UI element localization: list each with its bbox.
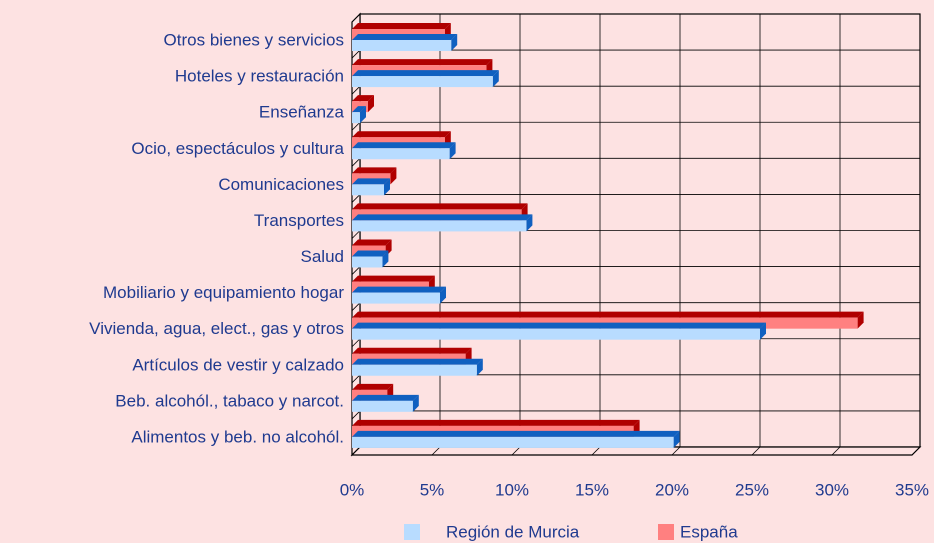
bar-top-face: [352, 95, 374, 102]
bar-top-face: [352, 430, 680, 437]
bar-top-face: [352, 383, 394, 390]
grid-line-h: [351, 266, 361, 275]
bar-side-face: [412, 394, 419, 412]
bar-side-face: [760, 322, 766, 340]
x-tick-label: 20%: [655, 480, 689, 499]
bar-top-face: [352, 142, 456, 149]
bar-top-face: [352, 286, 446, 293]
tick-mark: [831, 446, 841, 456]
tick-mark: [591, 446, 601, 456]
y-tick-label: Ocio, espectáculos y cultura: [131, 139, 344, 158]
bar: [352, 148, 450, 160]
bar-side-face: [673, 430, 680, 448]
grid-line-h: [351, 374, 361, 384]
bar-top-face: [352, 394, 419, 401]
grid-line-h: [351, 121, 361, 131]
grid-line-h: [351, 230, 361, 239]
y-tick-label: Mobiliario y equipamiento hogar: [103, 283, 344, 302]
grid-line-h: [351, 49, 361, 59]
bar-top-face: [352, 203, 528, 210]
legend-label: España: [680, 522, 738, 541]
bar-side-face: [368, 95, 374, 113]
tick-mark: [351, 446, 361, 456]
bar-side-face: [384, 178, 390, 196]
bar-top-face: [352, 214, 533, 221]
tick-mark: [751, 446, 761, 456]
bar: [352, 400, 413, 412]
bar-side-face: [390, 167, 397, 185]
x-tick-label: 0%: [340, 480, 365, 499]
bar-side-face: [360, 106, 366, 124]
bar: [352, 364, 477, 376]
grid-line-h: [351, 158, 361, 167]
tick-mark: [431, 446, 441, 456]
bar-top-face: [352, 239, 392, 246]
bar-top-face: [352, 59, 493, 66]
y-tick-label: Comunicaciones: [218, 175, 344, 194]
x-tick-label: 5%: [420, 480, 445, 499]
x-tick-label: 35%: [895, 480, 929, 499]
x-tick-label: 10%: [495, 480, 529, 499]
bar-top-face: [352, 322, 766, 329]
y-tick-label: Salud: [301, 247, 344, 266]
bar-top-face: [352, 131, 451, 138]
bar: [352, 112, 360, 124]
grid-line-h: [351, 410, 361, 420]
y-tick-label: Artículos de vestir y calzado: [132, 355, 344, 374]
bar-side-face: [440, 286, 446, 304]
y-tick-label: Vivienda, agua, elect., gas y otros: [89, 319, 344, 338]
bar: [352, 76, 493, 88]
legend-label: Región de Murcia: [446, 522, 580, 541]
y-tick-label: Beb. alcohól., tabaco y narcot.: [115, 391, 344, 410]
bar: [352, 328, 760, 340]
tick-mark: [911, 446, 921, 456]
bar: [352, 40, 452, 51]
bar-top-face: [352, 275, 435, 282]
bar-side-face: [857, 311, 864, 329]
x-tick-label: 30%: [815, 480, 849, 499]
bar-side-face: [526, 214, 533, 232]
tick-mark: [671, 446, 681, 456]
bar-side-face: [476, 358, 483, 376]
legend-swatch: [658, 524, 674, 540]
grid-line-h: [351, 85, 361, 95]
bar-top-face: [352, 178, 390, 185]
bar-top-face: [352, 34, 458, 40]
y-tick-label: Otros bienes y servicios: [164, 31, 344, 50]
bar: [352, 256, 383, 268]
y-tick-label: Hoteles y restauración: [175, 67, 344, 86]
bar-top-face: [352, 23, 451, 29]
bar-top-face: [352, 70, 499, 77]
bar-side-face: [449, 142, 456, 160]
bar-top-face: [352, 167, 397, 174]
y-tick-label: Transportes: [254, 211, 344, 230]
y-tick-label: Enseñanza: [259, 103, 345, 122]
bar-top-face: [352, 311, 864, 318]
bar: [352, 292, 440, 304]
bar-top-face: [352, 250, 389, 257]
y-tick-label: Alimentos y beb. no alcohól.: [131, 427, 344, 446]
bar-side-face: [382, 250, 389, 268]
bar: [352, 436, 674, 448]
x-tick-label: 25%: [735, 480, 769, 499]
bar: [352, 220, 527, 232]
grid-line-h: [351, 338, 361, 348]
bar-side-face: [451, 34, 458, 51]
legend-swatch: [404, 524, 420, 540]
bar: [352, 184, 384, 196]
grid-line-h: [351, 302, 361, 311]
plot-floor: [350, 446, 922, 456]
bar-top-face: [352, 358, 483, 365]
x-tick-label: 15%: [575, 480, 609, 499]
bar-top-face: [352, 347, 472, 354]
grid-line-h: [351, 194, 361, 203]
bar-top-face: [352, 419, 640, 426]
tick-mark: [511, 446, 521, 456]
bar-side-face: [492, 70, 499, 88]
bar-top-face: [352, 106, 366, 113]
